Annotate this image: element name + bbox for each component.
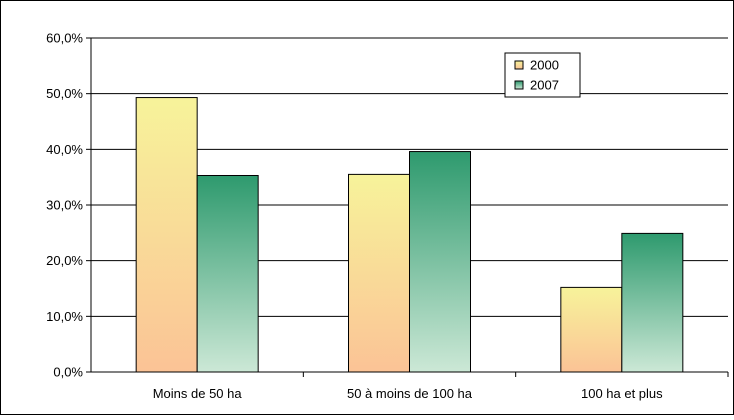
legend-swatch-2000 [515,61,523,69]
x-category-label: Moins de 50 ha [153,386,243,401]
y-tick-label: 10,0% [46,309,83,324]
bar-2007-2 [622,233,683,372]
bar-2000-1 [349,174,410,372]
bar-2007-0 [197,175,258,372]
legend-label-2007: 2007 [530,78,559,93]
y-tick-label: 0,0% [53,365,83,380]
legend: 2000 2007 [505,53,580,97]
legend-swatch-2007 [515,81,523,89]
y-tick-label: 50,0% [46,86,83,101]
bar-2000-0 [136,98,197,372]
y-tick-label: 30,0% [46,198,83,213]
x-category-label: 100 ha et plus [581,386,663,401]
y-tick-label: 60,0% [46,31,83,46]
x-category-label: 50 à moins de 100 ha [347,386,473,401]
legend-label-2000: 2000 [530,58,559,73]
bar-2007-1 [410,152,471,372]
y-tick-label: 40,0% [46,142,83,157]
bar-2000-2 [561,287,622,372]
y-tick-label: 20,0% [46,253,83,268]
